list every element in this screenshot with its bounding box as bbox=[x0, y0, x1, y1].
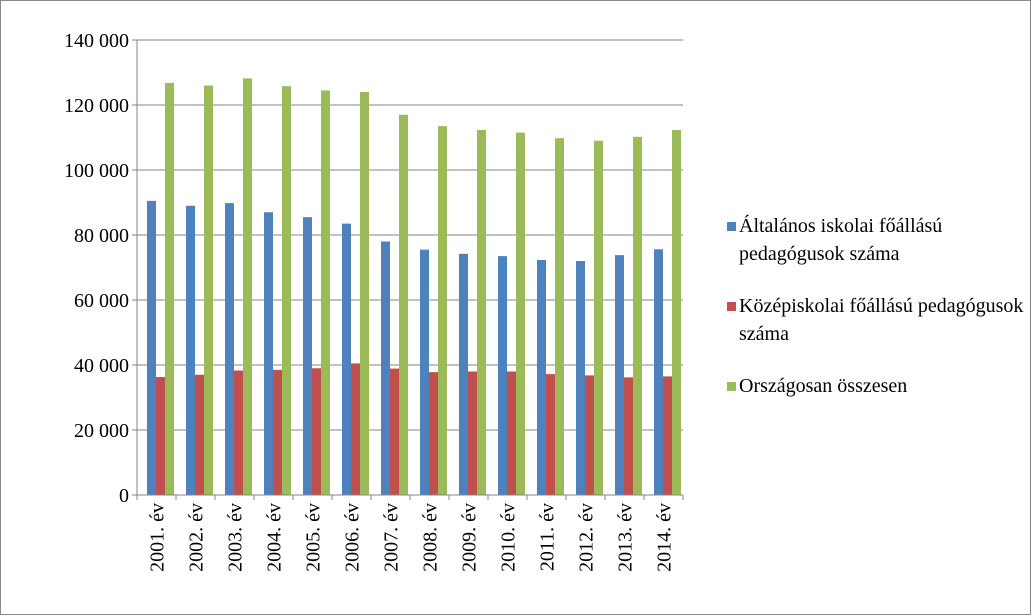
bar bbox=[672, 130, 681, 495]
bar bbox=[312, 368, 321, 495]
y-tick-label: 80 000 bbox=[74, 225, 129, 247]
x-tick-label: 2013. év bbox=[615, 503, 637, 572]
bar bbox=[282, 86, 291, 496]
bar bbox=[654, 249, 663, 495]
x-tick-label: 2012. év bbox=[576, 503, 598, 572]
x-tick-label: 2007. év bbox=[381, 503, 403, 572]
bar bbox=[243, 78, 252, 495]
bar bbox=[399, 114, 408, 495]
legend-item: Országosan összesen bbox=[727, 372, 1027, 400]
bar bbox=[468, 371, 477, 495]
bar bbox=[264, 212, 273, 495]
bar bbox=[576, 261, 585, 495]
x-tick-label: 2001. év bbox=[147, 503, 169, 572]
y-tick-label: 140 000 bbox=[64, 30, 129, 52]
bar bbox=[195, 374, 204, 495]
y-tick-label: 20 000 bbox=[74, 420, 129, 442]
bar bbox=[459, 253, 468, 495]
y-tick-label: 40 000 bbox=[74, 355, 129, 377]
bar bbox=[156, 377, 165, 495]
bar bbox=[624, 377, 633, 495]
bar bbox=[225, 203, 234, 495]
y-tick-label: 120 000 bbox=[64, 95, 129, 117]
bar bbox=[585, 375, 594, 495]
legend: Általános iskolai főállású pedagógusok s… bbox=[727, 212, 1027, 424]
bar bbox=[360, 92, 369, 495]
legend-item: Középiskolai főállású pedagógusok száma bbox=[727, 292, 1027, 348]
bar bbox=[351, 363, 360, 495]
bar bbox=[390, 368, 399, 495]
x-tick-label: 2003. év bbox=[225, 503, 247, 572]
legend-item: Általános iskolai főállású pedagógusok s… bbox=[727, 212, 1027, 268]
bar bbox=[615, 255, 624, 495]
legend-label: Általános iskolai főállású pedagógusok s… bbox=[739, 215, 943, 265]
y-tick-label: 100 000 bbox=[64, 160, 129, 182]
x-tick-label: 2004. év bbox=[264, 503, 286, 572]
x-tick-label: 2006. év bbox=[342, 503, 364, 572]
x-tick-label: 2014. év bbox=[654, 503, 676, 572]
y-tick-label: 0 bbox=[119, 485, 129, 507]
legend-swatch bbox=[727, 222, 736, 231]
bar bbox=[420, 249, 429, 495]
bar bbox=[303, 217, 312, 495]
bar bbox=[147, 200, 156, 495]
bar bbox=[498, 256, 507, 495]
bar bbox=[477, 130, 486, 495]
bar bbox=[429, 372, 438, 495]
bar bbox=[537, 260, 546, 495]
y-tick-label: 60 000 bbox=[74, 290, 129, 312]
bar bbox=[555, 138, 564, 495]
x-tick-label: 2011. év bbox=[537, 503, 559, 571]
bar bbox=[594, 140, 603, 495]
bar bbox=[381, 241, 390, 495]
legend-label: Országosan összesen bbox=[739, 375, 908, 397]
bar bbox=[204, 85, 213, 495]
bar bbox=[516, 132, 525, 495]
legend-swatch bbox=[727, 302, 736, 311]
bar bbox=[342, 223, 351, 495]
bar bbox=[633, 136, 642, 495]
bar bbox=[321, 90, 330, 495]
legend-label: Középiskolai főállású pedagógusok száma bbox=[739, 295, 1024, 345]
bar bbox=[186, 205, 195, 495]
x-tick-label: 2005. év bbox=[303, 503, 325, 572]
x-tick-label: 2002. év bbox=[186, 503, 208, 572]
bar bbox=[438, 126, 447, 495]
x-tick-label: 2010. év bbox=[498, 503, 520, 572]
bar bbox=[165, 82, 174, 496]
x-tick-label: 2009. év bbox=[459, 503, 481, 572]
bar bbox=[273, 369, 282, 495]
bar bbox=[234, 370, 243, 495]
legend-swatch bbox=[727, 382, 736, 391]
bar bbox=[663, 376, 672, 495]
bar bbox=[546, 374, 555, 495]
bar bbox=[507, 371, 516, 495]
x-tick-label: 2008. év bbox=[420, 503, 442, 572]
